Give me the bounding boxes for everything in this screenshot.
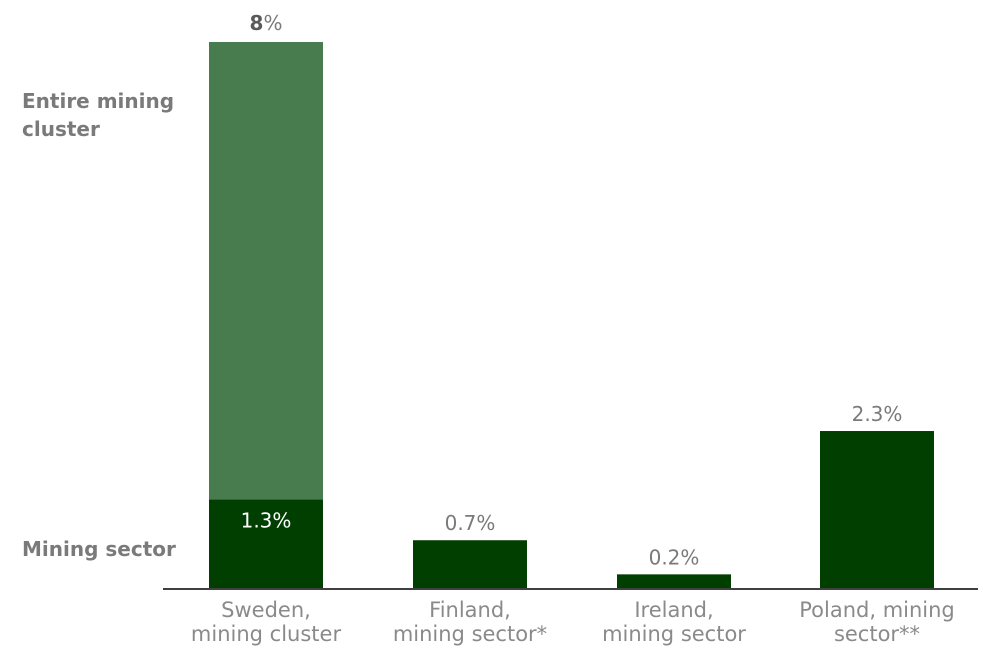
data-label-2: 0.2% [649,545,700,569]
labels-group: 1.3%Sweden,mining cluster0.7%Finland,min… [22,11,955,646]
category-label-3-line-1: sector** [834,622,920,646]
total-unit: % [263,11,282,35]
data-label-1: 0.7% [445,511,496,535]
category-label-0-line-1: mining cluster [191,622,342,646]
bar-mining-cluster-0 [209,42,323,500]
side-label-cluster-line-0: Entire mining [22,89,174,113]
category-label-2-line-1: mining sector [602,622,746,646]
category-label-1-line-0: Finland, [429,598,511,622]
bar-mining-sector-3 [820,431,934,588]
bar-mining-sector-1 [413,540,527,588]
category-label-2-line-0: Ireland, [634,598,713,622]
total-label-0: 8% [250,11,283,35]
total-number: 8 [250,11,264,35]
side-label-sector: Mining sector [22,537,176,561]
data-label-3: 2.3% [852,402,903,426]
side-label-cluster-line-1: cluster [22,117,100,141]
bar-mining-sector-0 [209,499,323,588]
category-label-3-line-0: Poland, mining [799,598,955,622]
category-label-1-line-1: mining sector* [393,622,547,646]
bar-mining-sector-2 [617,574,731,588]
category-label-0-line-0: Sweden, [221,598,311,622]
data-label-0: 1.3% [241,508,292,532]
bars-group [209,42,934,588]
